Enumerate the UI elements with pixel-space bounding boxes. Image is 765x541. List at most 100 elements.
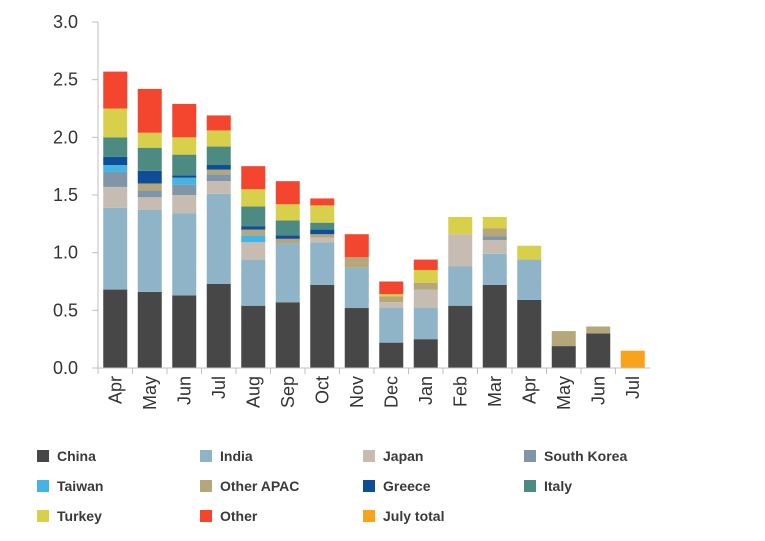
bar-segment-taiwan (241, 235, 266, 243)
y-tick-label: 0.0 (53, 358, 78, 378)
legend-item-greece: Greece (363, 476, 430, 496)
x-tick-label: Nov (347, 376, 367, 408)
bar-segment-greece (241, 226, 266, 230)
bar-segment-other (413, 259, 438, 270)
x-tick-label: Jun (174, 376, 194, 405)
x-tick-label: Jul (209, 376, 229, 399)
bar-segment-japan (206, 181, 231, 194)
y-tick-label: 2.5 (53, 70, 78, 90)
bar-segment-india (206, 193, 231, 284)
bar-segment-italy (241, 206, 266, 227)
bar-segment-turkey (517, 245, 542, 260)
x-axis: Apr May Jun Jul Aug Sep Oct Nov Dec Jan Feb Mar Apr M… (97, 367, 650, 410)
bar-segment-china (413, 339, 438, 368)
bar-segment-other-apac (551, 331, 576, 347)
y-tick-label: 1.0 (53, 243, 78, 263)
bar-segment-china (275, 302, 300, 368)
legend-label: Japan (383, 448, 424, 464)
bar-segment-other (103, 71, 128, 109)
bar-segment-other-apac (413, 282, 438, 290)
legend-label: South Korea (544, 448, 628, 464)
bar-segment-turkey (379, 294, 404, 297)
bar-segment-india (517, 259, 542, 300)
bar-segment-turkey (413, 269, 438, 283)
legend-swatch (363, 450, 375, 462)
bar-segment-italy (310, 222, 335, 230)
bar-segment-turkey (482, 216, 507, 229)
x-tick-label: Dec (381, 376, 401, 408)
bar-segment-other (344, 234, 369, 258)
bar-segment-india (344, 267, 369, 309)
bar-segment-greece (137, 170, 162, 184)
legend-label: Taiwan (57, 478, 104, 494)
legend-label: Italy (544, 478, 573, 494)
bar-segment-other (379, 281, 404, 295)
x-tick-label: Aug (243, 376, 263, 408)
legend-swatch (37, 510, 49, 522)
x-tick-label: May (140, 376, 160, 410)
legend-item-india: India (200, 446, 253, 466)
bar-segment-india (448, 266, 473, 306)
bar-segment-china (344, 308, 369, 368)
bar-segment-greece (206, 165, 231, 170)
legend-item-other-apac: Other APAC (200, 476, 299, 496)
legend-swatch (524, 480, 536, 492)
bar-segment-other-apac (482, 228, 507, 237)
bar-segment-greece (103, 156, 128, 166)
bars (103, 71, 645, 368)
bar-segment-turkey (172, 137, 197, 155)
bar-segment-china (206, 283, 231, 368)
legend-item-south-korea: South Korea (524, 446, 627, 466)
x-tick-label: Jan (416, 376, 436, 405)
bar-segment-turkey (310, 205, 335, 223)
legend-label: Other (220, 508, 258, 524)
bar-segment-south-korea (482, 236, 507, 240)
bar-segment-greece (275, 235, 300, 239)
legend-swatch (363, 480, 375, 492)
legend-swatch (363, 510, 375, 522)
bar-segment-japan (241, 242, 266, 260)
bar-segment-south-korea (206, 174, 231, 182)
legend-label: Other APAC (220, 478, 300, 494)
bar-segment-japan (103, 186, 128, 208)
legend-item-china: China (37, 446, 96, 466)
legend-item-japan: Japan (363, 446, 423, 466)
legend-item-other: Other (200, 506, 257, 526)
stacked-bar-chart: 0.0 0.5 1.0 1.5 2.0 2.5 3.0 Apr May Jun Jul Aug Sep… (53, 12, 650, 410)
bar-segment-india (275, 243, 300, 303)
y-tick-label: 2.0 (53, 127, 78, 147)
legend-swatch (37, 450, 49, 462)
legend-label: Greece (383, 478, 431, 494)
bar-segment-china (448, 305, 473, 368)
bar-segment-japan (448, 234, 473, 267)
legend-item-taiwan: Taiwan (37, 476, 103, 496)
bar-segment-other (172, 103, 197, 138)
bar-segment-other (310, 198, 335, 206)
legend: China India Japan South Korea Taiwan Other AP… (37, 446, 737, 541)
bar-segment-other-apac (241, 229, 266, 236)
bar-segment-other-apac (344, 257, 369, 268)
x-tick-label: Feb (450, 376, 470, 407)
legend-label: Turkey (57, 508, 102, 524)
bar-segment-south-korea (137, 190, 162, 198)
bar-segment-india (379, 308, 404, 343)
bar-segment-japan (379, 302, 404, 309)
bar-segment-china (310, 284, 335, 368)
bar-segment-other (241, 166, 266, 190)
x-tick-label: Apr (519, 376, 539, 404)
legend-item-turkey: Turkey (37, 506, 102, 526)
legend-swatch (200, 450, 212, 462)
bar-segment-other-apac (137, 183, 162, 191)
bar-segment-greece (310, 229, 335, 235)
bar-segment-turkey (206, 130, 231, 147)
bar-segment-other (206, 115, 231, 131)
bar-segment-india (413, 308, 438, 340)
x-tick-label: May (554, 376, 574, 410)
bar-segment-italy (172, 154, 197, 176)
legend-item-italy: Italy (524, 476, 572, 496)
legend-swatch (200, 480, 212, 492)
bar-segment-india (482, 253, 507, 285)
bar-segment-india (172, 213, 197, 296)
bar-segment-china (172, 295, 197, 368)
legend-label: China (57, 448, 96, 464)
